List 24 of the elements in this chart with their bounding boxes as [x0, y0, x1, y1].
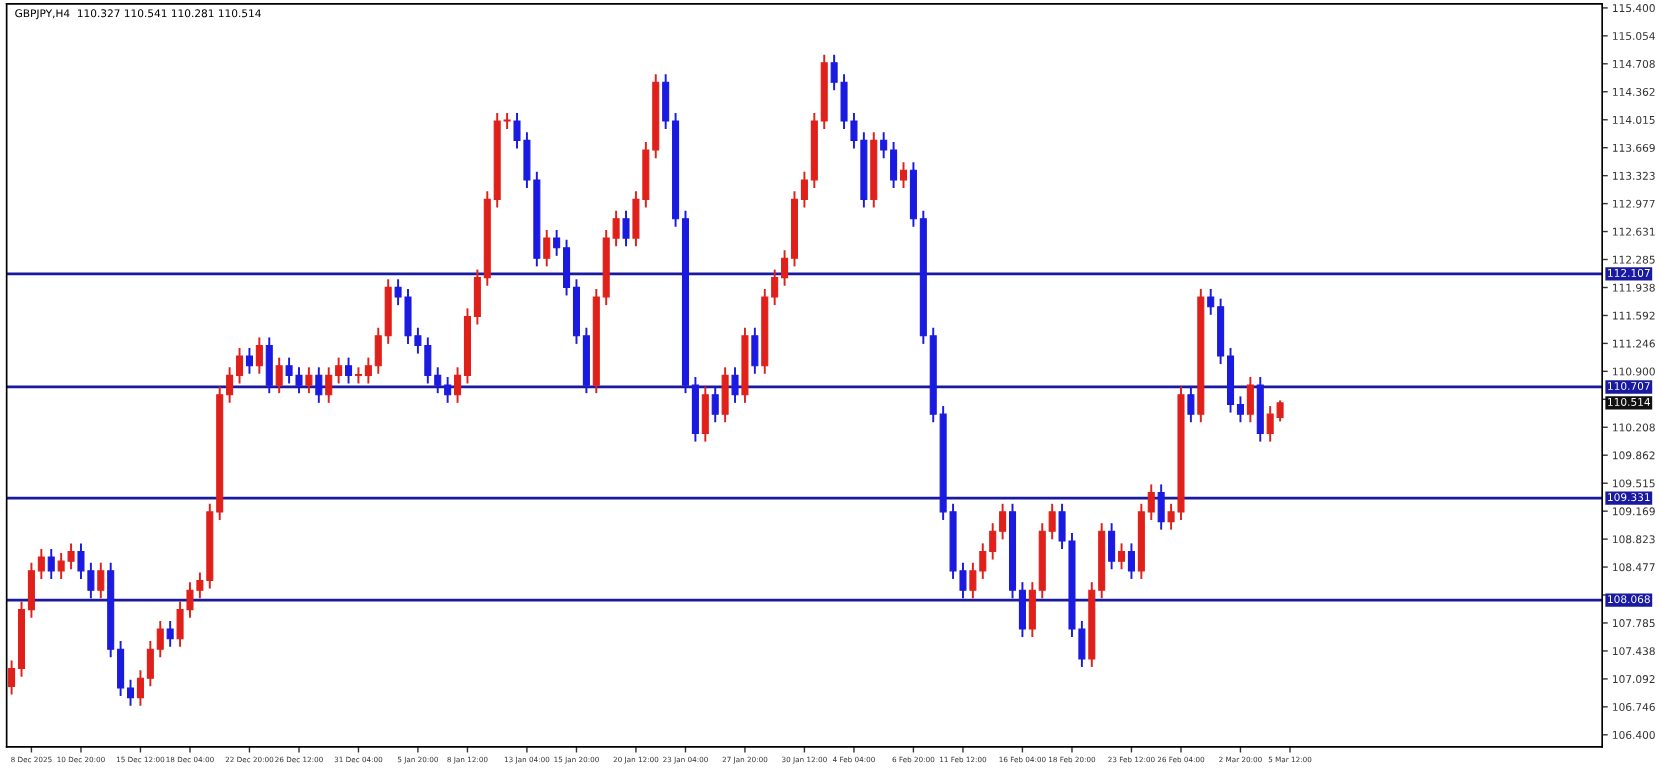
candlestick	[1118, 542, 1126, 571]
candlestick	[255, 336, 263, 375]
candlestick	[721, 366, 729, 424]
candlestick	[305, 366, 313, 395]
candlestick	[345, 356, 353, 385]
candlestick	[899, 161, 908, 189]
candlestick	[622, 209, 630, 248]
candlestick	[97, 561, 105, 600]
candlestick	[1108, 522, 1116, 571]
candlestick	[751, 326, 759, 375]
candlestick	[1157, 483, 1165, 531]
candlestick	[1246, 376, 1254, 424]
candlestick	[166, 619, 174, 648]
candlestick	[47, 548, 55, 580]
candlestick	[1187, 385, 1195, 424]
candlestick	[711, 385, 719, 424]
candlestick	[315, 366, 323, 404]
candlestick	[1127, 542, 1135, 580]
candlestick	[275, 356, 283, 395]
candlestick	[265, 336, 273, 395]
candlestick	[731, 366, 739, 404]
candlestick	[245, 346, 253, 375]
candlestick	[701, 385, 709, 443]
candlestick	[543, 229, 551, 268]
